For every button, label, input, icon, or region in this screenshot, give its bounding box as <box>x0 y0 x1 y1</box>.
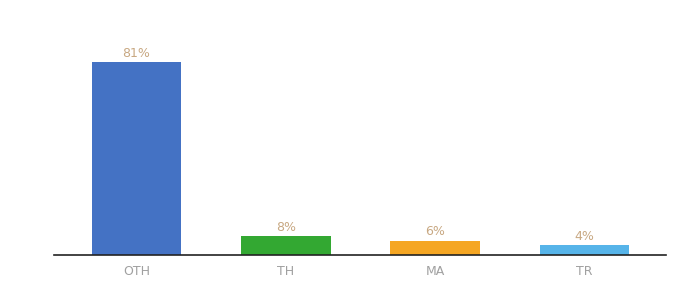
Text: 6%: 6% <box>425 225 445 238</box>
Bar <box>539 245 629 255</box>
Text: 4%: 4% <box>575 230 594 243</box>
Bar <box>390 241 480 255</box>
Bar <box>92 62 182 255</box>
Text: 81%: 81% <box>122 47 150 60</box>
Bar <box>241 236 330 255</box>
Text: 8%: 8% <box>276 220 296 234</box>
